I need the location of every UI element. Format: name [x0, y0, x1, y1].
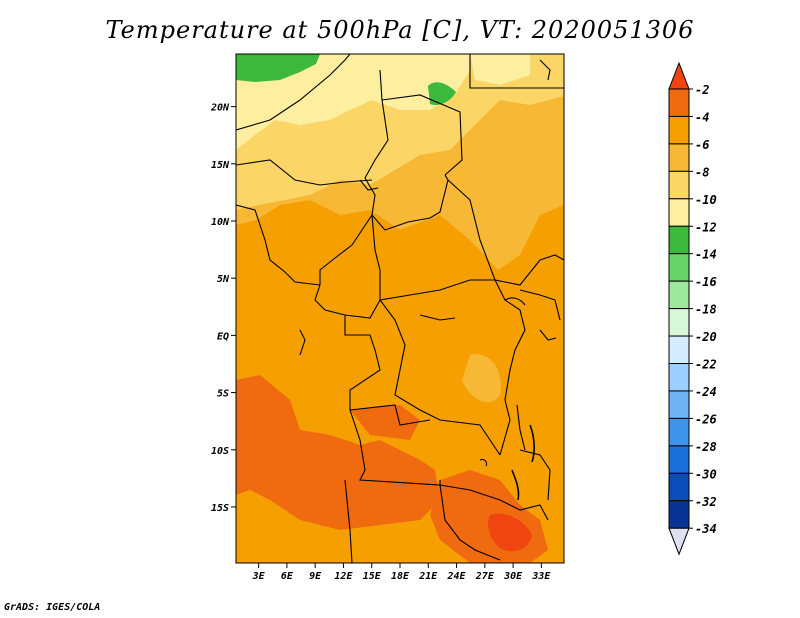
colorbar-label: -34 [695, 522, 717, 536]
colorbar-label: -30 [695, 467, 717, 481]
colorbar-band [668, 143, 690, 172]
y-tick-label: 15N [211, 160, 230, 171]
colorbar-label: -18 [695, 303, 717, 317]
x-tick-label: 21E [418, 571, 438, 582]
colorbar-band [668, 445, 690, 474]
colorbar-label: -4 [695, 110, 709, 124]
x-tick-label: 33E [531, 571, 551, 582]
colorbar-label: -22 [695, 358, 717, 372]
colorbar-label: -6 [695, 138, 709, 152]
colorbar-band [668, 472, 690, 502]
colorbar-label: -12 [695, 220, 717, 234]
plot-area [236, 54, 564, 563]
y-tick-label: EQ [217, 331, 229, 342]
x-tick-label: 15E [363, 571, 382, 582]
x-tick-label: 6E [281, 571, 294, 582]
field-warm-mid [350, 405, 420, 440]
y-tick-label: 5N [217, 274, 230, 285]
colorbar-label: -2 [695, 83, 709, 97]
x-tick-label: 12E [334, 571, 353, 582]
x-tick-label: 24E [447, 571, 467, 582]
chart-title: Temperature at 500hPa [C], VT: 202005130… [105, 16, 695, 44]
colorbar-label: -24 [695, 385, 717, 399]
field-cold-nc [428, 82, 456, 106]
colorbar-band [668, 308, 690, 337]
x-tick-label: 27E [475, 571, 495, 582]
colorbar-label: -16 [695, 275, 717, 289]
y-tick-label: 20N [210, 103, 230, 114]
colorbar-label: -14 [695, 248, 717, 262]
colorbar-band [668, 88, 690, 117]
x-tick-label: 9E [309, 571, 322, 582]
x-tick-label: 30E [503, 571, 523, 582]
lakes [511, 424, 535, 501]
field-sahara [236, 54, 470, 150]
x-tick-label: 3E [252, 571, 266, 582]
x-axis: 3E 6E 9E 12E 15E 18E 21E 24E 27E 30E 33E [252, 563, 551, 582]
colorbar-label: -10 [695, 193, 717, 207]
colorbar-band [668, 225, 690, 255]
y-tick-label: 10N [211, 217, 230, 228]
field-hot-core [488, 513, 532, 552]
colorbar-band [668, 363, 690, 392]
y-axis: 20N 15N 10N 5N EQ 5S 10S 15S [210, 103, 236, 514]
x-tick-label: 18E [391, 571, 410, 582]
borders [236, 54, 564, 563]
grads-credit: GrADS: IGES/COLA [4, 602, 101, 613]
y-tick-label: 15S [211, 503, 229, 514]
colorbar-band [668, 335, 690, 364]
colorbar-band [668, 115, 690, 145]
field-cold-nw [236, 54, 320, 82]
colorbar-label: -8 [695, 165, 709, 179]
colorbar-label: -26 [695, 412, 717, 426]
colorbar-bottom-arrow [668, 527, 690, 556]
colorbar-band [668, 198, 690, 227]
colorbar-band [668, 170, 690, 200]
field-sahara-east [470, 54, 530, 85]
field-east-patch [462, 354, 501, 403]
colorbar-band [668, 280, 690, 310]
colorbar-band [668, 253, 690, 282]
y-tick-label: 5S [217, 389, 229, 400]
colorbar-label: -28 [695, 440, 717, 454]
colorbar-label: -32 [695, 495, 717, 509]
y-tick-label: 10S [211, 446, 229, 457]
colorbar: -2 -4 -6 -8 -10 -12 -14 -16 -18 -20 -22 -24 -26 -28 -3… [668, 61, 717, 556]
colorbar-top-arrow [668, 61, 690, 90]
colorbar-label: -20 [695, 330, 717, 344]
field-warm-sw [236, 375, 440, 530]
colorbar-band [668, 417, 690, 447]
colorbar-band [668, 500, 690, 529]
colorbar-band [668, 390, 690, 419]
